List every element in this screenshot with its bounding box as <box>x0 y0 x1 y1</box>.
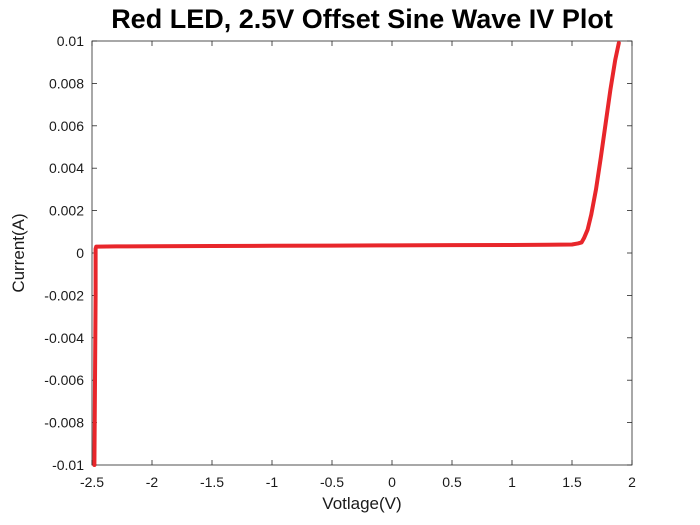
x-tick-label: 1.5 <box>562 474 582 490</box>
iv-curve-line <box>92 41 621 467</box>
axis-ticks: -2.5 -2 -1.5 -1 -0.5 0 0.5 1 1.5 2 -0.01 -0.008 -0.0… <box>44 33 636 490</box>
y-tick-label: 0 <box>76 245 84 261</box>
plot-area <box>91 40 633 466</box>
x-tick-label: -1 <box>266 474 279 490</box>
y-tick-label: 0.004 <box>49 160 84 176</box>
x-tick-label: -0.5 <box>320 474 344 490</box>
x-axis-label: Votlage(V) <box>322 494 401 513</box>
x-tick-label: 0.5 <box>442 474 462 490</box>
x-tick-label: 2 <box>628 474 636 490</box>
y-axis-label: Current(A) <box>9 213 28 292</box>
x-tick-label: -2.5 <box>80 474 104 490</box>
x-tick-label: 0 <box>388 474 396 490</box>
x-tick-label: -1.5 <box>200 474 224 490</box>
y-tick-label: -0.002 <box>44 287 84 303</box>
x-tick-label: -2 <box>146 474 159 490</box>
y-tick-label: 0.006 <box>49 118 84 134</box>
x-tick-label: 1 <box>508 474 516 490</box>
series-layer <box>92 41 621 467</box>
y-tick-label: -0.006 <box>44 372 84 388</box>
y-tick-label: 0.01 <box>57 33 84 49</box>
chart-title: Red LED, 2.5V Offset Sine Wave IV Plot <box>111 4 613 34</box>
y-tick-label: 0.002 <box>49 203 84 219</box>
y-tick-label: -0.01 <box>52 457 84 473</box>
y-tick-label: 0.008 <box>49 75 84 91</box>
y-tick-label: -0.004 <box>44 330 84 346</box>
y-tick-label: -0.008 <box>44 415 84 431</box>
